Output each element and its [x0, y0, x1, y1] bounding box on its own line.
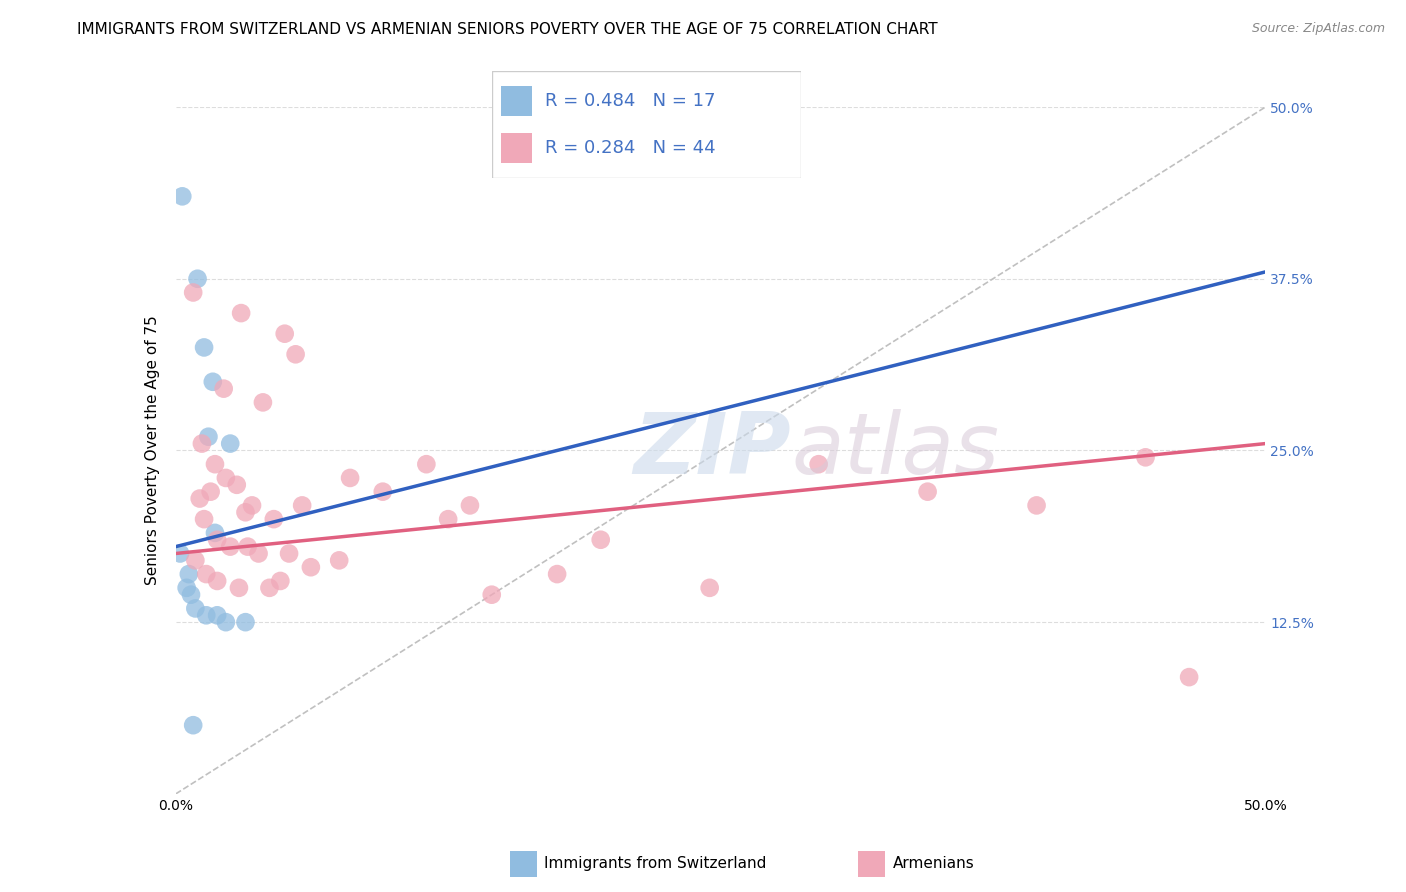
Point: [228, 581, 250, 595]
Point: [328, 553, 350, 567]
Point: [458, 499, 481, 513]
FancyBboxPatch shape: [492, 71, 801, 178]
Point: [215, 471, 238, 485]
Point: [176, 581, 198, 595]
Point: [235, 505, 257, 519]
Text: IMMIGRANTS FROM SWITZERLAND VS ARMENIAN SENIORS POVERTY OVER THE AGE OF 75 CORRE: IMMIGRANTS FROM SWITZERLAND VS ARMENIAN …: [77, 22, 938, 37]
Point: [204, 457, 226, 471]
Point: [259, 581, 281, 595]
Text: Armenians: Armenians: [893, 855, 974, 871]
Point: [371, 484, 394, 499]
Point: [807, 457, 830, 471]
Point: [437, 512, 460, 526]
Point: [589, 533, 612, 547]
Point: [284, 347, 307, 361]
Point: [247, 546, 270, 561]
Point: [212, 382, 235, 396]
Point: [200, 484, 222, 499]
Point: [219, 436, 242, 450]
Text: R = 0.284   N = 44: R = 0.284 N = 44: [544, 139, 716, 157]
Text: Source: ZipAtlas.com: Source: ZipAtlas.com: [1251, 22, 1385, 36]
Point: [481, 588, 503, 602]
Point: [205, 574, 228, 588]
Point: [204, 525, 226, 540]
Text: atlas: atlas: [792, 409, 1000, 492]
Point: [201, 375, 224, 389]
Point: [546, 567, 568, 582]
Bar: [502, 87, 533, 116]
Bar: [510, 851, 537, 877]
Point: [278, 546, 301, 561]
Point: [1135, 450, 1157, 465]
Point: [184, 601, 207, 615]
Point: [225, 478, 247, 492]
Point: [415, 457, 437, 471]
Point: [236, 540, 259, 554]
Point: [269, 574, 291, 588]
Point: [235, 615, 257, 630]
Point: [181, 285, 204, 300]
Point: [193, 512, 215, 526]
Point: [263, 512, 285, 526]
Point: [339, 471, 361, 485]
Point: [197, 430, 219, 444]
Point: [193, 340, 215, 354]
Point: [1178, 670, 1201, 684]
Point: [205, 608, 228, 623]
Point: [177, 567, 200, 582]
Point: [219, 540, 242, 554]
Point: [252, 395, 274, 409]
Point: [299, 560, 322, 574]
Point: [917, 484, 939, 499]
Point: [240, 499, 263, 513]
Text: R = 0.484   N = 17: R = 0.484 N = 17: [544, 93, 716, 111]
Point: [274, 326, 297, 341]
Point: [291, 499, 314, 513]
Y-axis label: Seniors Poverty Over the Age of 75: Seniors Poverty Over the Age of 75: [145, 316, 160, 585]
Text: ZIP: ZIP: [633, 409, 792, 492]
Point: [169, 546, 191, 561]
Point: [195, 567, 218, 582]
Point: [180, 588, 202, 602]
Point: [195, 608, 218, 623]
Point: [188, 491, 211, 506]
Bar: [858, 851, 884, 877]
Point: [184, 553, 207, 567]
Point: [191, 436, 214, 450]
Point: [205, 533, 228, 547]
Point: [231, 306, 253, 320]
Point: [181, 718, 204, 732]
Point: [172, 189, 194, 203]
Point: [215, 615, 238, 630]
Point: [186, 271, 209, 285]
Bar: [502, 134, 533, 163]
Point: [1025, 499, 1047, 513]
Text: Immigrants from Switzerland: Immigrants from Switzerland: [544, 855, 766, 871]
Point: [699, 581, 721, 595]
